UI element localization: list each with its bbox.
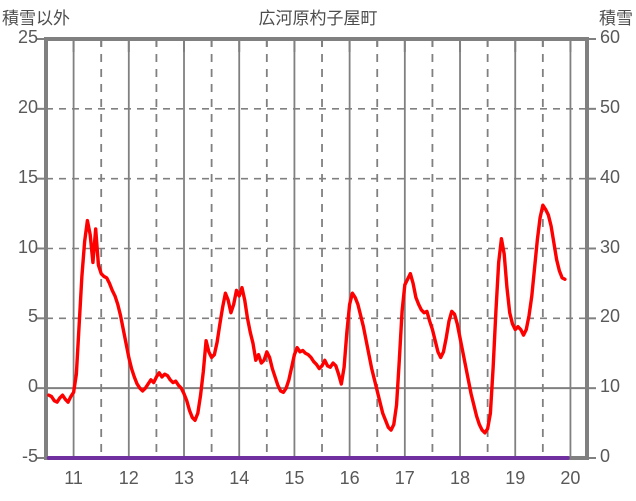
data-series — [46, 203, 570, 460]
x-axis-tick: 14 — [229, 468, 250, 488]
y-axis-right-tick: 60 — [600, 27, 621, 47]
x-axis-tick: 16 — [339, 468, 360, 488]
x-axis-tick: 20 — [560, 468, 581, 488]
y-axis-left-tick: 15 — [17, 166, 38, 187]
y-axis-right-tick: 0 — [600, 446, 611, 466]
x-axis-tick: 19 — [505, 468, 526, 488]
y-axis-left-tick: -5 — [21, 446, 38, 466]
page-title: 広河原杓子屋町 — [258, 9, 378, 28]
y-axis-left-tick: 0 — [27, 376, 38, 397]
x-axis-tick: 15 — [284, 468, 305, 488]
x-axis-tick: 12 — [118, 468, 139, 488]
y-axis-right-tick: 10 — [600, 376, 621, 397]
y-axis-right-tick: 30 — [600, 236, 621, 257]
y-axis-left-tick: 5 — [27, 306, 38, 327]
right-axis-title: 積雪 — [599, 9, 633, 28]
x-axis-tick: 11 — [64, 468, 83, 488]
y-axis-right-tick: 50 — [600, 96, 621, 117]
x-axis-tick: 13 — [173, 468, 195, 488]
axis-frame — [37, 37, 596, 460]
y-axis-left-tick: 10 — [17, 236, 38, 257]
y-axis-left-tick: 20 — [17, 96, 38, 117]
x-axis-tick: 18 — [450, 468, 471, 488]
y-axis-right-tick: 40 — [600, 166, 621, 187]
y-axis-right-tick: 20 — [600, 306, 621, 327]
x-axis-tick: 17 — [394, 468, 415, 488]
gridlines — [46, 39, 587, 458]
y-axis-left-tick: 25 — [17, 27, 38, 47]
left-axis-title: 積雪以外 — [2, 9, 70, 28]
